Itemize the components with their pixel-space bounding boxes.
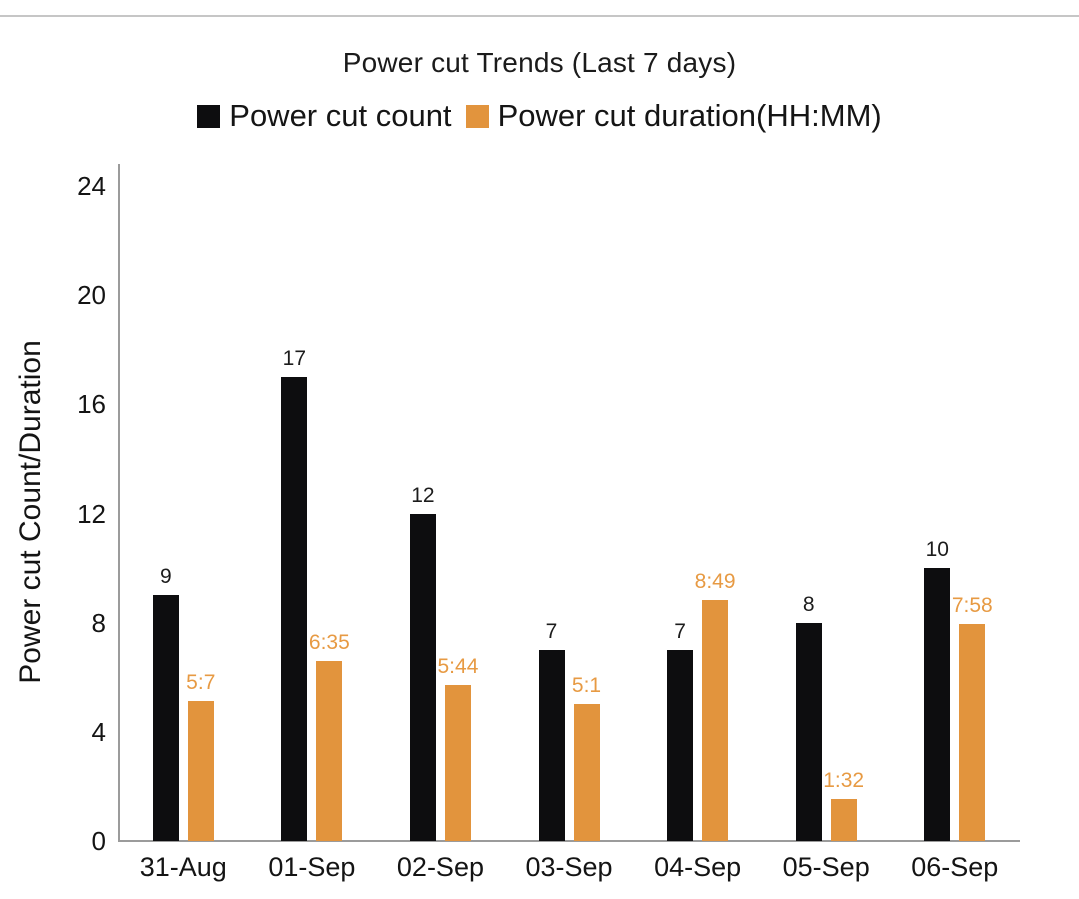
y-tick-label: 0 [91,826,106,856]
bar-duration-31-Aug[interactable]: 5:7 [186,672,215,841]
x-axis-line [118,840,1020,842]
bar-value-label: 17 [282,347,307,371]
chart-legend: Power cut count Power cut duration(HH:MM… [0,98,1079,134]
bar-group-01-Sep: 17 6:35 [248,186,377,841]
bar-value-label: 12 [411,483,435,507]
bar-value-label: 5:44 [437,654,479,678]
x-axis-labels: 31-Aug 01-Sep 02-Sep 03-Sep 04-Sep 05-Sep 06-S… [119,852,1019,883]
bar-duration-04-Sep[interactable]: 8:49 [695,571,736,841]
bar-value-label: 10 [925,538,949,562]
legend-item-power-cut-duration[interactable]: Power cut duration(HH:MM) [465,98,882,134]
bar-group-02-Sep: 12 5:44 [376,186,505,841]
bar-value-label: 8:49 [694,570,736,594]
x-axis-label-03-Sep: 03-Sep [525,852,613,882]
x-axis-label-02-Sep: 02-Sep [396,852,484,882]
bar-count-05-Sep[interactable]: 8 [795,594,822,841]
top-divider [0,15,1079,17]
bar-value-label: 1:32 [823,769,865,793]
bar-duration-02-Sep[interactable]: 5:44 [438,656,478,841]
y-tick-label: 16 [77,389,106,420]
y-tick-label: 12 [77,498,106,529]
bar-value-label: 9 [159,565,172,589]
x-axis-label-31-Aug: 31-Aug [139,852,227,882]
bar-group-06-Sep: 10 7:58 [890,186,1019,841]
bar-count-31-Aug[interactable]: 9 [152,566,179,841]
bar-group-05-Sep: 8 1:32 [762,186,891,841]
bar-count-02-Sep[interactable]: 12 [409,485,436,841]
y-tick-label: 4 [91,716,106,747]
y-tick-label: 24 [77,171,106,201]
bar-value-label: 6:35 [308,631,350,655]
bar-duration-03-Sep[interactable]: 5:1 [572,675,601,841]
x-axis-label-01-Sep: 01-Sep [268,852,356,882]
legend-item-power-cut-count[interactable]: Power cut count [197,98,452,134]
y-tick-label: 20 [77,280,106,311]
y-axis-line [118,164,120,841]
x-axis-label-05-Sep: 05-Sep [782,852,870,882]
bar-value-label: 7 [545,619,558,643]
bar-count-01-Sep[interactable]: 17 [281,348,308,841]
bar-count-04-Sep[interactable]: 7 [667,621,694,841]
chart-title: Power cut Trends (Last 7 days) [342,47,737,78]
bar-group-03-Sep: 7 5:1 [505,186,634,841]
bar-value-label: 5:7 [186,671,216,695]
bar-group-31-Aug: 9 5:7 [119,186,248,841]
legend-count-label: Power cut count [229,98,452,133]
bar-value-label: 7 [674,619,686,643]
y-axis-ticks: 0 4 8 12 16 20 24 [0,171,106,856]
bar-duration-05-Sep[interactable]: 1:32 [823,770,864,841]
plot-area: 9 5:7 17 6:35 12 5:44 7 5:1 7 8:49 8 1:32 10 7:58 [119,186,1019,841]
bar-value-label: 5:1 [571,674,602,697]
legend-duration-swatch-icon [465,104,489,128]
x-axis-label-04-Sep: 04-Sep [654,852,742,882]
bar-duration-06-Sep[interactable]: 7:58 [952,595,993,841]
bar-value-label: 8 [802,592,815,616]
legend-duration-label: Power cut duration(HH:MM) [497,98,882,133]
bar-value-label: 7:58 [951,593,993,617]
bar-count-06-Sep[interactable]: 10 [924,539,951,841]
bar-group-04-Sep: 7 8:49 [633,186,762,841]
y-tick-label: 8 [91,607,106,638]
bar-count-03-Sep[interactable]: 7 [538,621,565,841]
legend-count-swatch-icon [197,104,221,128]
x-axis-label-06-Sep: 06-Sep [911,852,999,882]
bar-duration-01-Sep[interactable]: 6:35 [309,632,350,841]
